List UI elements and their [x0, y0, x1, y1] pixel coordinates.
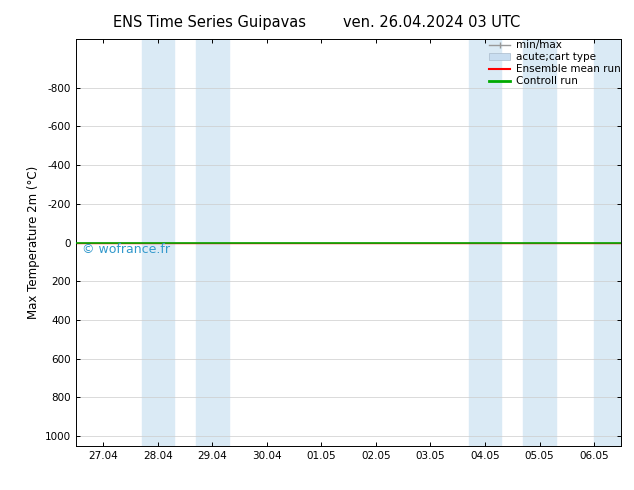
Bar: [469, 39, 501, 446]
Bar: [141, 39, 174, 446]
Bar: [196, 39, 229, 446]
Y-axis label: Max Temperature 2m (°C): Max Temperature 2m (°C): [27, 166, 39, 319]
Bar: [523, 39, 556, 446]
Bar: [594, 39, 621, 446]
Text: ENS Time Series Guipavas        ven. 26.04.2024 03 UTC: ENS Time Series Guipavas ven. 26.04.2024…: [113, 15, 521, 30]
Legend: min/max, acute;cart type, Ensemble mean run, Controll run: min/max, acute;cart type, Ensemble mean …: [489, 40, 620, 87]
Text: © wofrance.fr: © wofrance.fr: [82, 243, 169, 256]
